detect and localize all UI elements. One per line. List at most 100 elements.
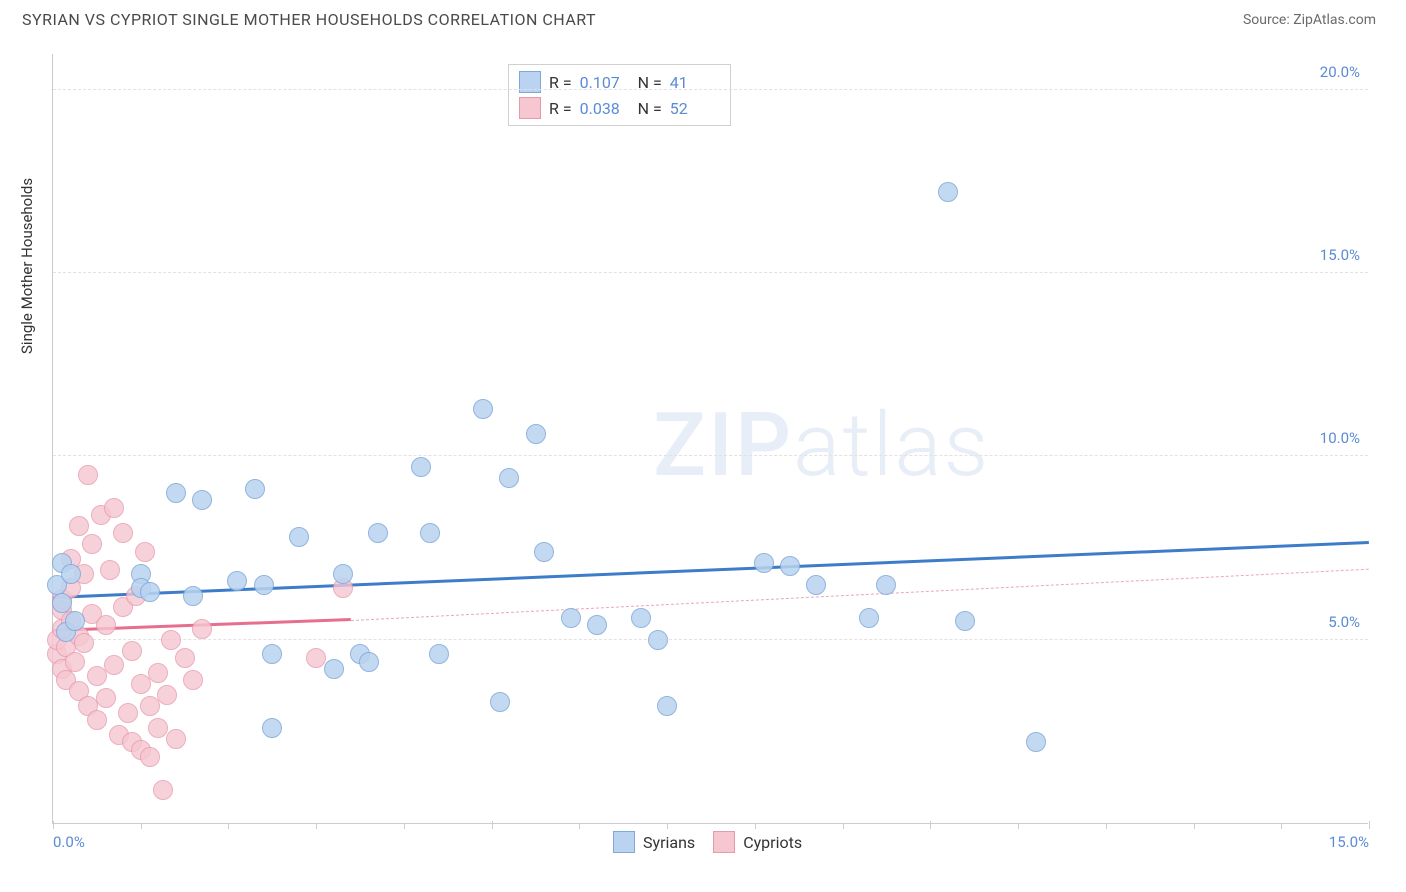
scatter-point-syrians bbox=[166, 483, 186, 503]
scatter-point-syrians bbox=[289, 527, 309, 547]
gridline-h bbox=[53, 455, 1368, 456]
source-name: ZipAtlas.com bbox=[1293, 12, 1376, 28]
stat-n-label: N = bbox=[638, 99, 662, 118]
scatter-point-cypriots bbox=[157, 685, 177, 705]
swatch-syrians bbox=[519, 71, 541, 93]
x-minor-tick bbox=[843, 823, 844, 829]
scatter-point-syrians bbox=[859, 608, 879, 628]
y-tick-label: 5.0% bbox=[1328, 613, 1360, 631]
scatter-point-syrians bbox=[754, 553, 774, 573]
scatter-point-cypriots bbox=[69, 516, 89, 536]
plot-area: ZIPatlas R = 0.107 N = 41 R = 0.038 N = … bbox=[52, 54, 1368, 824]
x-minor-tick bbox=[1194, 823, 1195, 829]
scatter-point-syrians bbox=[526, 424, 546, 444]
x-tick-label: 15.0% bbox=[1329, 833, 1369, 851]
scatter-point-cypriots bbox=[192, 619, 212, 639]
scatter-point-cypriots bbox=[161, 630, 181, 650]
x-minor-tick bbox=[141, 823, 142, 829]
scatter-point-syrians bbox=[254, 575, 274, 595]
scatter-point-cypriots bbox=[96, 688, 116, 708]
scatter-point-cypriots bbox=[140, 696, 160, 716]
swatch-syrians bbox=[613, 831, 635, 853]
source-attribution: Source: ZipAtlas.com bbox=[1243, 12, 1376, 28]
scatter-point-syrians bbox=[65, 611, 85, 631]
gridline-h bbox=[53, 639, 1368, 640]
x-minor-tick bbox=[404, 823, 405, 829]
watermark-bold: ZIP bbox=[653, 394, 793, 497]
scatter-point-syrians bbox=[52, 593, 72, 613]
scatter-point-syrians bbox=[648, 630, 668, 650]
swatch-cypriots bbox=[519, 97, 541, 119]
scatter-point-syrians bbox=[61, 564, 81, 584]
scatter-point-syrians bbox=[324, 659, 344, 679]
chart-title: SYRIAN VS CYPRIOT SINGLE MOTHER HOUSEHOL… bbox=[22, 10, 596, 29]
scatter-point-cypriots bbox=[135, 542, 155, 562]
scatter-point-cypriots bbox=[96, 615, 116, 635]
scatter-point-cypriots bbox=[140, 747, 160, 767]
scatter-point-cypriots bbox=[166, 729, 186, 749]
x-minor-tick bbox=[228, 823, 229, 829]
scatter-point-cypriots bbox=[153, 780, 173, 800]
scatter-point-cypriots bbox=[100, 560, 120, 580]
stat-r-label: R = bbox=[549, 99, 572, 118]
x-minor-tick bbox=[1281, 823, 1282, 829]
regression-line-syrians bbox=[53, 541, 1369, 599]
watermark: ZIPatlas bbox=[653, 394, 990, 497]
scatter-point-cypriots bbox=[148, 663, 168, 683]
series-label-cypriots: Cypriots bbox=[743, 833, 802, 852]
scatter-point-syrians bbox=[429, 644, 449, 664]
scatter-point-cypriots bbox=[82, 534, 102, 554]
legend-stats-box: R = 0.107 N = 41 R = 0.038 N = 52 bbox=[508, 64, 731, 126]
scatter-point-syrians bbox=[780, 556, 800, 576]
x-tick bbox=[53, 821, 54, 829]
series-legend: Syrians Cypriots bbox=[613, 831, 802, 853]
x-tick-label: 0.0% bbox=[53, 833, 85, 851]
y-tick-label: 10.0% bbox=[1320, 429, 1360, 447]
legend-stats-row-cypriots: R = 0.038 N = 52 bbox=[519, 95, 720, 121]
scatter-point-cypriots bbox=[122, 641, 142, 661]
x-minor-tick bbox=[579, 823, 580, 829]
x-minor-tick bbox=[667, 823, 668, 829]
scatter-point-syrians bbox=[499, 468, 519, 488]
x-tick bbox=[492, 821, 493, 829]
swatch-cypriots bbox=[713, 831, 735, 853]
scatter-point-syrians bbox=[192, 490, 212, 510]
y-tick-label: 20.0% bbox=[1320, 63, 1360, 81]
scatter-point-cypriots bbox=[65, 652, 85, 672]
y-axis-label: Single Mother Households bbox=[18, 178, 36, 354]
scatter-point-cypriots bbox=[87, 666, 107, 686]
scatter-point-syrians bbox=[631, 608, 651, 628]
scatter-point-syrians bbox=[490, 692, 510, 712]
scatter-point-syrians bbox=[262, 718, 282, 738]
scatter-point-syrians bbox=[411, 457, 431, 477]
scatter-point-syrians bbox=[359, 652, 379, 672]
scatter-point-syrians bbox=[245, 479, 265, 499]
scatter-point-syrians bbox=[955, 611, 975, 631]
scatter-point-syrians bbox=[262, 644, 282, 664]
stat-r-value-cypriots: 0.038 bbox=[580, 99, 630, 118]
scatter-point-syrians bbox=[806, 575, 826, 595]
scatter-point-syrians bbox=[561, 608, 581, 628]
scatter-point-cypriots bbox=[175, 648, 195, 668]
series-label-syrians: Syrians bbox=[643, 833, 695, 852]
scatter-point-cypriots bbox=[78, 465, 98, 485]
series-legend-item-cypriots: Cypriots bbox=[713, 831, 802, 853]
watermark-light: atlas bbox=[793, 394, 990, 497]
scatter-point-syrians bbox=[368, 523, 388, 543]
scatter-point-syrians bbox=[657, 696, 677, 716]
x-minor-tick bbox=[1106, 823, 1107, 829]
scatter-point-cypriots bbox=[104, 498, 124, 518]
x-minor-tick bbox=[755, 823, 756, 829]
gridline-h bbox=[53, 89, 1368, 90]
scatter-point-syrians bbox=[227, 571, 247, 591]
scatter-point-cypriots bbox=[148, 718, 168, 738]
scatter-point-syrians bbox=[183, 586, 203, 606]
scatter-point-cypriots bbox=[131, 674, 151, 694]
scatter-point-syrians bbox=[333, 564, 353, 584]
scatter-point-cypriots bbox=[118, 703, 138, 723]
scatter-point-cypriots bbox=[87, 710, 107, 730]
chart-container: Single Mother Households ZIPatlas R = 0.… bbox=[22, 42, 1382, 862]
scatter-point-cypriots bbox=[74, 633, 94, 653]
y-tick-label: 15.0% bbox=[1320, 246, 1360, 264]
scatter-point-syrians bbox=[140, 582, 160, 602]
